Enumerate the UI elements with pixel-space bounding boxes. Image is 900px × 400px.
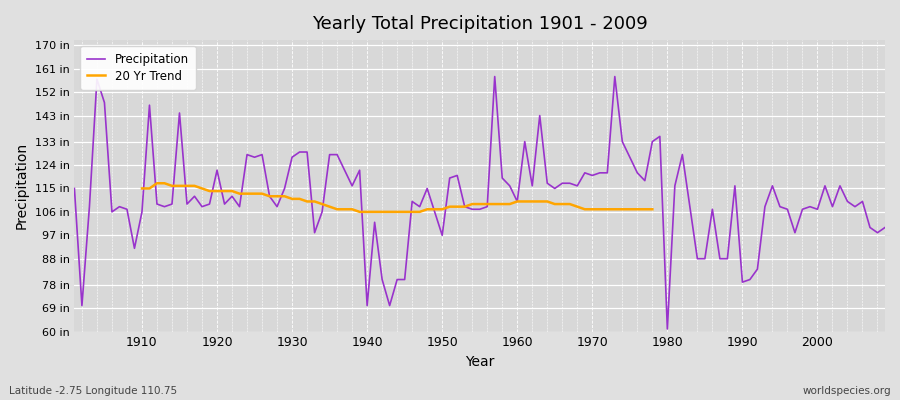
Precipitation [339,168,350,173]
20 Yr Trend [647,207,658,212]
20 Yr Trend [542,199,553,204]
20 Yr Trend [137,186,148,191]
Precipitation [519,139,530,144]
X-axis label: Year: Year [465,355,494,369]
20 Yr Trend [355,210,365,214]
20 Yr Trend [241,191,252,196]
Title: Yearly Total Precipitation 1901 - 2009: Yearly Total Precipitation 1901 - 2009 [311,15,648,33]
Precipitation [490,74,500,79]
20 Yr Trend [151,181,162,186]
Precipitation [662,326,672,331]
20 Yr Trend [445,204,455,209]
Precipitation [512,199,523,204]
20 Yr Trend [639,207,650,212]
Precipitation [129,246,140,251]
20 Yr Trend [182,184,193,188]
Text: Latitude -2.75 Longitude 110.75: Latitude -2.75 Longitude 110.75 [9,386,177,396]
Precipitation [69,186,80,191]
Legend: Precipitation, 20 Yr Trend: Precipitation, 20 Yr Trend [80,46,196,90]
Line: 20 Yr Trend: 20 Yr Trend [142,183,652,212]
Text: worldspecies.org: worldspecies.org [803,386,891,396]
Y-axis label: Precipitation: Precipitation [15,142,29,230]
Line: Precipitation: Precipitation [75,76,885,329]
Precipitation [294,150,305,154]
Precipitation [879,225,890,230]
Precipitation [609,74,620,79]
20 Yr Trend [227,189,238,194]
